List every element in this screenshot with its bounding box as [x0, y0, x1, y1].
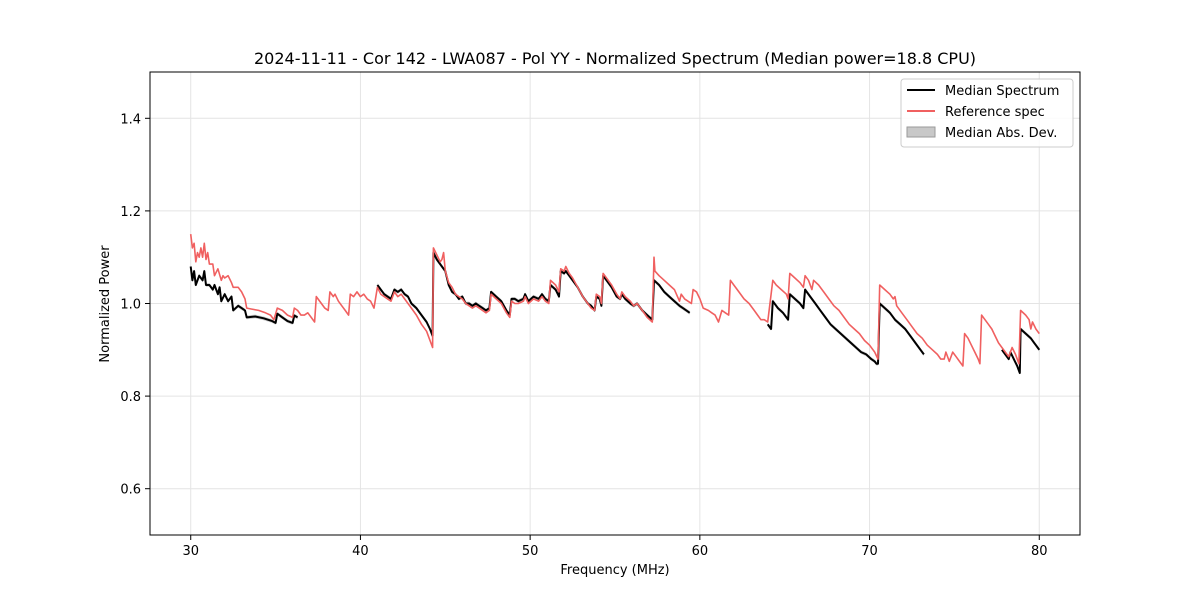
reference-spec-line — [189, 234, 1040, 367]
legend-label-median: Median Spectrum — [945, 84, 1059, 99]
x-tick-label: 40 — [352, 544, 369, 559]
median-spectrum-line — [766, 288, 925, 365]
y-axis-label: Normalized Power — [98, 245, 113, 363]
legend-swatch-mad — [906, 126, 936, 138]
x-tick-label: 60 — [692, 544, 709, 559]
legend-label-reference: Reference spec — [945, 105, 1045, 120]
y-tick-label: 0.8 — [120, 390, 141, 405]
y-tick-label: 1.4 — [120, 112, 141, 127]
chart-title: 2024-11-11 - Cor 142 - LWA087 - Pol YY -… — [254, 49, 976, 68]
x-tick-label: 30 — [182, 544, 199, 559]
x-tick-label: 70 — [861, 544, 878, 559]
median-spectrum-line — [1001, 328, 1041, 374]
x-tick-label: 50 — [522, 544, 539, 559]
series-layer — [189, 234, 1041, 374]
median-spectrum-line — [189, 266, 299, 324]
mad-band-segment — [190, 264, 298, 325]
x-tick-label: 80 — [1031, 544, 1048, 559]
y-tick-label: 1.0 — [120, 298, 141, 313]
median-spectrum-line — [376, 251, 691, 337]
legend-frame — [900, 78, 1074, 148]
legend-label-mad: Median Abs. Dev. — [945, 126, 1057, 141]
y-tick-label: 1.2 — [120, 205, 141, 220]
mad-band-segment — [1001, 327, 1040, 375]
x-axis-ticks: 30 40 50 60 70 80 — [182, 535, 1048, 559]
y-axis-ticks: 0.6 0.8 1.0 1.2 1.4 — [120, 112, 150, 498]
y-tick-label: 0.6 — [120, 483, 141, 498]
legend: Median Spectrum Reference spec Median Ab… — [900, 78, 1074, 148]
x-axis-label: Frequency (MHz) — [560, 563, 669, 578]
